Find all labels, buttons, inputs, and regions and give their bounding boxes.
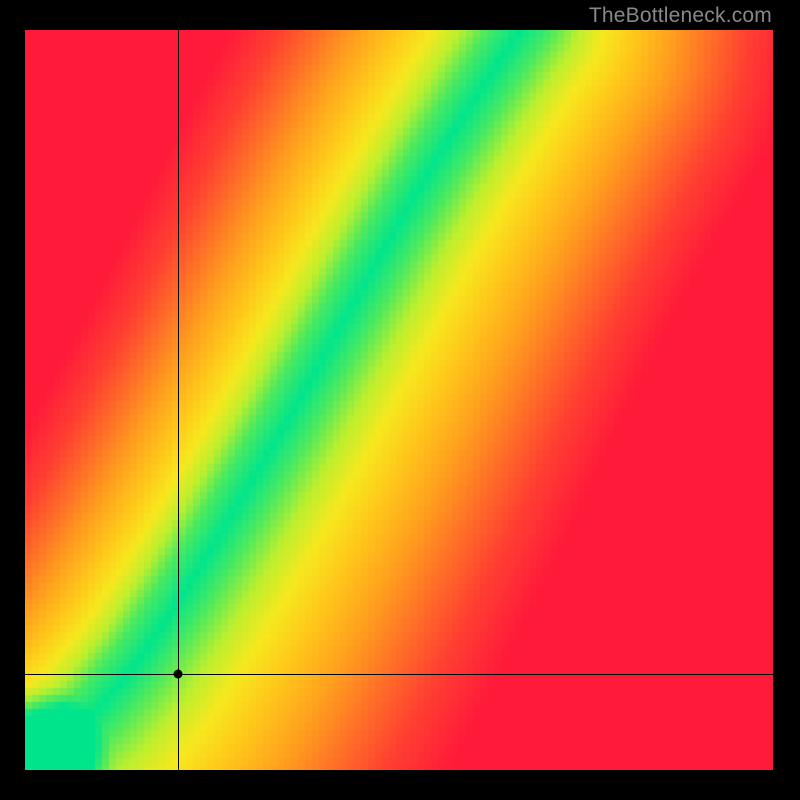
heatmap-canvas	[25, 30, 773, 770]
plot-area	[25, 30, 773, 770]
marker-dot	[174, 669, 183, 678]
watermark-label: TheBottleneck.com	[589, 4, 772, 28]
chart-container: TheBottleneck.com	[0, 0, 800, 800]
crosshair-horizontal	[25, 674, 773, 675]
crosshair-vertical	[178, 30, 179, 770]
